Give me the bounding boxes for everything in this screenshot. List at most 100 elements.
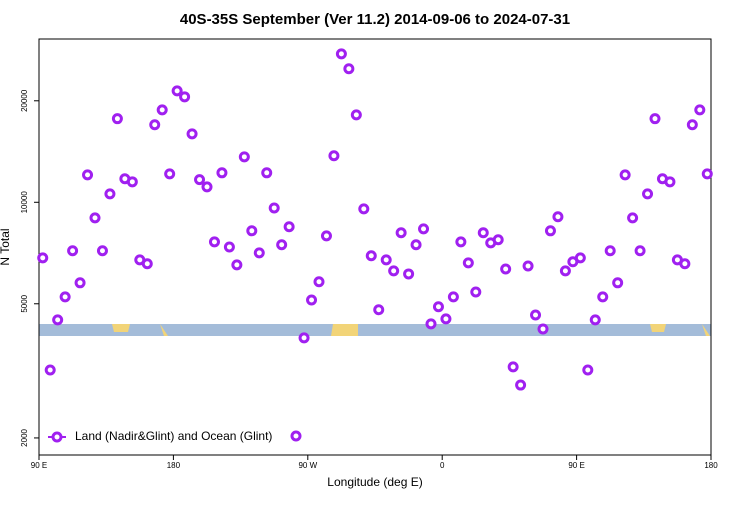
data-point	[612, 277, 624, 289]
data-point	[552, 211, 564, 223]
data-point	[619, 169, 631, 181]
data-point	[313, 276, 325, 288]
data-point	[298, 332, 310, 344]
data-point	[365, 250, 377, 262]
data-point	[559, 265, 571, 277]
x-tick-label: 90 W	[298, 461, 317, 470]
legend-marker	[290, 430, 302, 442]
data-point	[238, 151, 250, 163]
data-point	[208, 236, 220, 248]
data-point	[694, 104, 706, 116]
data-point	[373, 304, 385, 316]
data-point	[306, 294, 318, 306]
data-point	[126, 176, 138, 188]
data-point	[335, 48, 347, 60]
data-point	[261, 167, 273, 179]
data-point	[634, 245, 646, 257]
data-point	[141, 258, 153, 270]
data-point	[515, 379, 527, 391]
data-point	[455, 236, 467, 248]
data-point	[537, 323, 549, 335]
data-point	[111, 113, 123, 125]
data-point	[447, 291, 459, 303]
data-point	[67, 245, 79, 257]
data-point	[268, 202, 280, 214]
data-point	[74, 277, 86, 289]
data-point	[664, 176, 676, 188]
data-point	[343, 63, 355, 75]
data-point	[686, 119, 698, 131]
data-point	[37, 252, 49, 264]
data-point	[649, 113, 661, 125]
x-tick-label: 0	[440, 461, 445, 470]
data-point	[201, 181, 213, 193]
data-point	[589, 314, 601, 326]
data-point	[462, 257, 474, 269]
data-point	[403, 268, 415, 280]
data-point	[604, 245, 616, 257]
data-point	[104, 188, 116, 200]
data-point	[246, 225, 258, 237]
data-point	[380, 254, 392, 266]
data-point	[530, 309, 542, 321]
y-tick-label: 10000	[20, 191, 29, 214]
legend-marker	[51, 431, 63, 443]
data-point	[582, 364, 594, 376]
data-point	[679, 258, 691, 270]
data-point	[597, 291, 609, 303]
data-point	[186, 128, 198, 140]
x-tick-label: 90 E	[31, 461, 47, 470]
y-tick-label: 5000	[20, 294, 29, 312]
data-point	[574, 252, 586, 264]
data-point	[82, 169, 94, 181]
data-point	[194, 174, 206, 186]
data-point	[59, 291, 71, 303]
data-point	[418, 223, 430, 235]
data-point	[156, 104, 168, 116]
data-point	[350, 109, 362, 121]
chart-title: 40S-35S September (Ver 11.2) 2014-09-06 …	[180, 11, 570, 28]
data-point	[149, 119, 161, 131]
data-point	[410, 239, 422, 251]
data-point	[223, 241, 235, 253]
x-tick-label: 180	[704, 461, 718, 470]
data-point	[328, 150, 340, 162]
y-axis-label: N Total	[0, 228, 12, 265]
data-point	[470, 286, 482, 298]
data-point	[440, 313, 452, 325]
data-point	[164, 168, 176, 180]
data-point	[425, 318, 437, 330]
data-point	[276, 239, 288, 251]
data-point	[642, 188, 654, 200]
y-tick-label: 20000	[20, 89, 29, 112]
data-point	[253, 247, 265, 259]
x-tick-label: 90 E	[568, 461, 584, 470]
data-point	[477, 227, 489, 239]
data-point	[171, 85, 183, 97]
legend-label: Land (Nadir&Glint) and Ocean (Glint)	[75, 429, 272, 443]
data-point	[52, 314, 64, 326]
data-point	[320, 230, 332, 242]
x-axis-label: Longitude (deg E)	[327, 475, 422, 489]
data-point	[544, 225, 556, 237]
data-point	[701, 168, 713, 180]
data-point	[358, 203, 370, 215]
data-point	[507, 361, 519, 373]
data-point	[500, 263, 512, 275]
data-point	[388, 265, 400, 277]
map-strip	[39, 324, 711, 336]
data-point	[216, 167, 228, 179]
data-point	[432, 301, 444, 313]
y-tick-label: 2000	[20, 428, 29, 446]
data-point	[179, 91, 191, 103]
data-point	[627, 212, 639, 224]
data-point	[522, 260, 534, 272]
data-point	[89, 212, 101, 224]
data-point	[492, 234, 504, 246]
data-point	[231, 259, 243, 271]
plot-frame	[38, 38, 712, 456]
data-point	[283, 221, 295, 233]
data-point	[395, 227, 407, 239]
